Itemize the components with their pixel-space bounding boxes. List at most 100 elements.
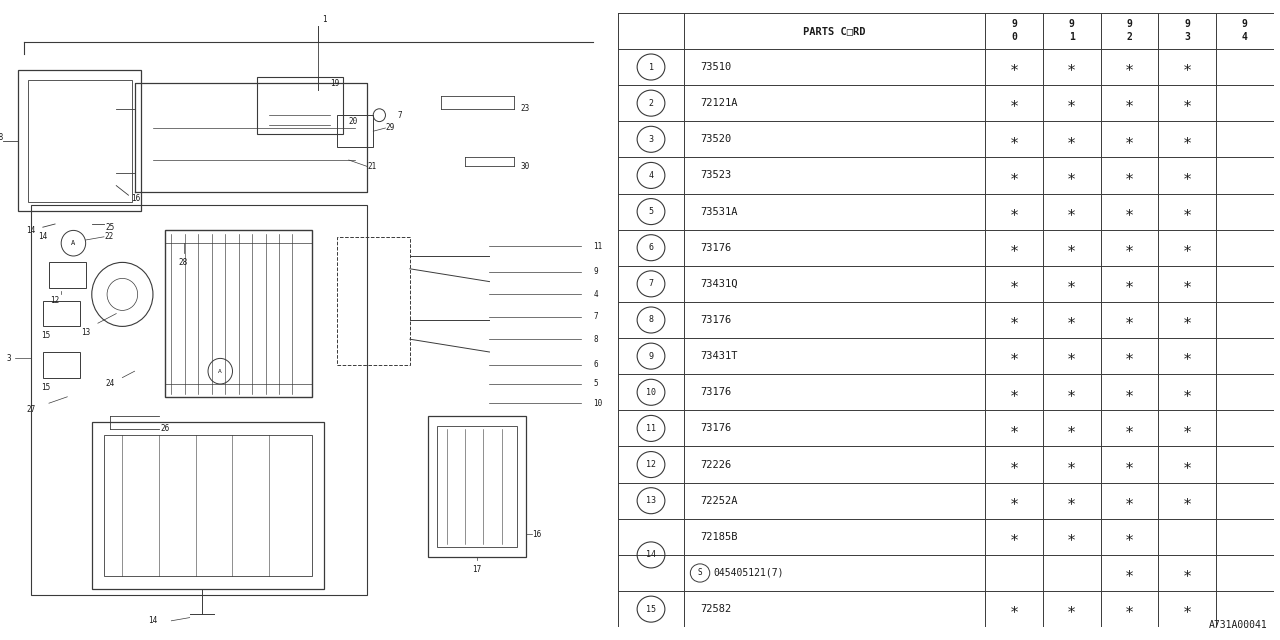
Text: ∗: ∗ [1183, 421, 1192, 436]
Text: 73176: 73176 [700, 387, 731, 397]
Text: ∗: ∗ [1183, 204, 1192, 219]
Text: 19: 19 [330, 79, 339, 88]
Text: ∗: ∗ [1183, 132, 1192, 147]
Text: ∗: ∗ [1183, 493, 1192, 508]
Text: ∗: ∗ [1010, 132, 1019, 147]
Text: 73520: 73520 [700, 134, 731, 144]
Text: ∗: ∗ [1183, 566, 1192, 580]
Text: 72121A: 72121A [700, 98, 737, 108]
Text: ∗: ∗ [1010, 168, 1019, 183]
Text: 045405121(7): 045405121(7) [713, 568, 783, 578]
Text: 14: 14 [148, 616, 157, 625]
Text: 8: 8 [594, 335, 598, 344]
Text: 26: 26 [160, 424, 170, 433]
Text: 1: 1 [649, 63, 654, 72]
Text: 0: 0 [1011, 33, 1018, 42]
Bar [337, 115, 374, 147]
Text: 14: 14 [38, 232, 47, 241]
Text: 13: 13 [81, 328, 91, 337]
Text: 28: 28 [179, 258, 188, 267]
Text: ∗: ∗ [1125, 529, 1134, 545]
Text: 5: 5 [649, 207, 654, 216]
Text: 10: 10 [594, 399, 603, 408]
Text: ∗: ∗ [1125, 566, 1134, 580]
Text: ∗: ∗ [1068, 204, 1076, 219]
Text: 6: 6 [649, 243, 654, 252]
Text: ∗: ∗ [1125, 276, 1134, 291]
Text: ∗: ∗ [1010, 276, 1019, 291]
Text: 72185B: 72185B [700, 532, 737, 542]
Text: 7: 7 [594, 312, 598, 321]
Text: ∗: ∗ [1183, 349, 1192, 364]
Bar [28, 80, 132, 202]
Text: ∗: ∗ [1010, 60, 1019, 74]
Text: ∗: ∗ [1068, 312, 1076, 328]
Text: A: A [72, 240, 76, 246]
Text: ∗: ∗ [1125, 240, 1134, 255]
Text: A: A [219, 369, 223, 374]
Text: ∗: ∗ [1010, 312, 1019, 328]
Bar [42, 301, 79, 326]
Text: 72252A: 72252A [700, 496, 737, 506]
Text: S: S [698, 568, 703, 577]
Text: 4: 4 [594, 290, 598, 299]
Text: ∗: ∗ [1068, 421, 1076, 436]
Text: ∗: ∗ [1125, 421, 1134, 436]
Text: 5: 5 [594, 380, 598, 388]
Text: 3: 3 [6, 354, 12, 363]
Bar [257, 77, 343, 134]
Text: ∗: ∗ [1183, 60, 1192, 74]
Text: ∗: ∗ [1125, 132, 1134, 147]
Text: 72582: 72582 [700, 604, 731, 614]
Text: ∗: ∗ [1125, 168, 1134, 183]
Text: ∗: ∗ [1010, 529, 1019, 545]
Text: ∗: ∗ [1125, 493, 1134, 508]
Text: ∗: ∗ [1068, 529, 1076, 545]
Text: 22: 22 [104, 232, 113, 241]
Text: 8: 8 [649, 316, 654, 324]
Text: 73531A: 73531A [700, 207, 737, 216]
Text: ∗: ∗ [1125, 602, 1134, 616]
Text: 27: 27 [26, 405, 36, 414]
Text: ∗: ∗ [1125, 95, 1134, 111]
Text: 11: 11 [646, 424, 657, 433]
Text: 23: 23 [520, 104, 530, 113]
Text: ∗: ∗ [1183, 95, 1192, 111]
Text: ∗: ∗ [1010, 421, 1019, 436]
Text: 25: 25 [105, 223, 115, 232]
Text: 30: 30 [520, 162, 530, 171]
Text: ∗: ∗ [1010, 385, 1019, 400]
Bar [429, 416, 526, 557]
Text: ∗: ∗ [1068, 457, 1076, 472]
Text: 16: 16 [132, 194, 141, 203]
Text: 9: 9 [594, 268, 598, 276]
Text: ∗: ∗ [1125, 385, 1134, 400]
Text: 7: 7 [649, 279, 654, 289]
Text: 2: 2 [1126, 33, 1133, 42]
Text: 73523: 73523 [700, 170, 731, 180]
Text: 4: 4 [649, 171, 654, 180]
Text: 73510: 73510 [700, 62, 731, 72]
Bar [165, 230, 312, 397]
Text: 73176: 73176 [700, 243, 731, 253]
Text: 20: 20 [348, 117, 358, 126]
Text: ∗: ∗ [1068, 602, 1076, 616]
Text: ∗: ∗ [1125, 60, 1134, 74]
Text: A731A00041: A731A00041 [1208, 620, 1267, 630]
Bar [104, 435, 312, 576]
Text: ∗: ∗ [1125, 204, 1134, 219]
Text: ∗: ∗ [1010, 204, 1019, 219]
Text: 9: 9 [1242, 19, 1248, 29]
Bar [92, 422, 324, 589]
Text: 16: 16 [532, 530, 541, 539]
Text: ∗: ∗ [1068, 240, 1076, 255]
Text: ∗: ∗ [1010, 602, 1019, 616]
Text: ∗: ∗ [1068, 349, 1076, 364]
Text: 15: 15 [41, 332, 50, 340]
Text: 12: 12 [646, 460, 657, 469]
Text: 72226: 72226 [700, 460, 731, 470]
Text: ∗: ∗ [1183, 457, 1192, 472]
Text: 2: 2 [649, 99, 654, 108]
Text: 15: 15 [646, 605, 657, 614]
Text: 1: 1 [323, 15, 326, 24]
